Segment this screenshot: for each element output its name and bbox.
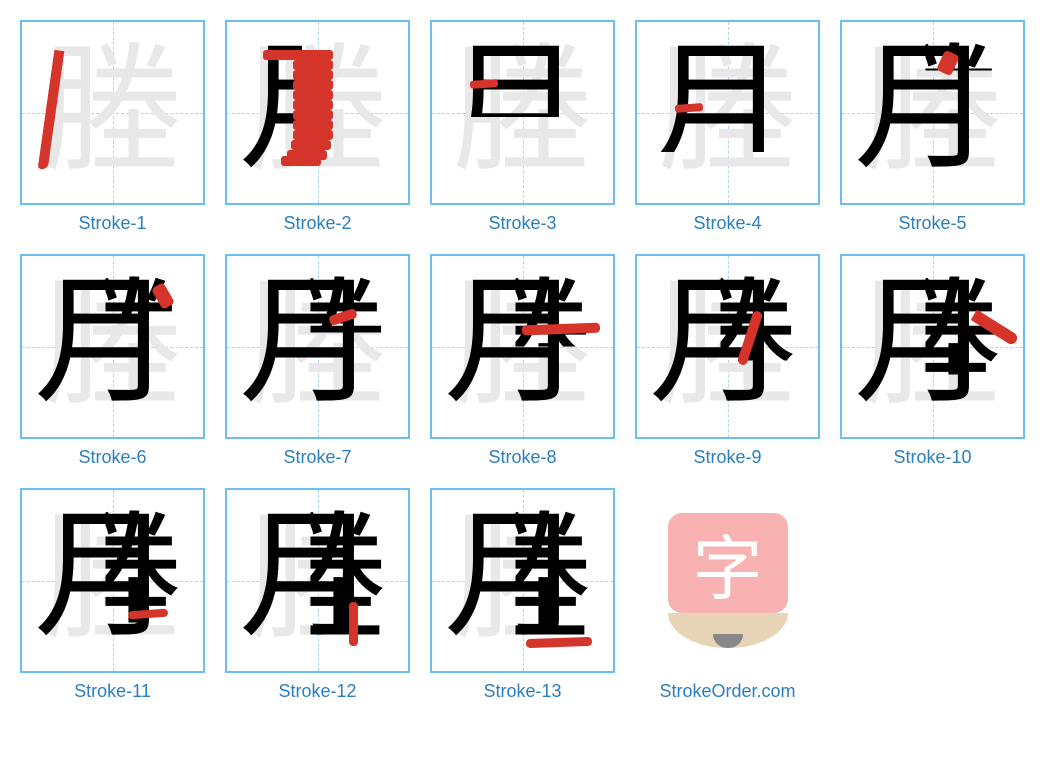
pencil-tip-icon: [668, 613, 788, 648]
stroke-tile: 塍月塍: [840, 20, 1025, 205]
current-stroke: [349, 602, 358, 646]
stroke-cell: 塍 Stroke-1: [20, 20, 205, 234]
stroke-caption: Stroke-5: [898, 213, 966, 234]
stroke-cell: 塍月塍 Stroke-12: [225, 488, 410, 702]
stroke-tile: 塍月塍: [225, 254, 410, 439]
site-label: StrokeOrder.com: [659, 681, 795, 702]
stroke-caption: Stroke-9: [693, 447, 761, 468]
stroke-grid: 塍Stroke-1塍月Stroke-2塍月Stroke-3塍月Stroke-4塍…: [20, 20, 1030, 702]
stroke-caption: Stroke-3: [488, 213, 556, 234]
stroke-tile: 塍月: [635, 20, 820, 205]
logo-tile: 字: [635, 488, 820, 673]
stroke-caption: Stroke-10: [893, 447, 971, 468]
stroke-tile: 塍: [20, 20, 205, 205]
stroke-caption: Stroke-12: [278, 681, 356, 702]
stroke-tile: 塍月塍: [20, 254, 205, 439]
stroke-caption: Stroke-1: [78, 213, 146, 234]
logo-box: 字: [668, 513, 788, 613]
stroke-cell: 塍月塍 Stroke-13: [430, 488, 615, 702]
stroke-cell: 塍月塍 Stroke-5: [840, 20, 1025, 234]
stroke-cell: 塍月 Stroke-4: [635, 20, 820, 234]
stroke-cell: 塍月塍 Stroke-8: [430, 254, 615, 468]
stroke-caption: Stroke-4: [693, 213, 761, 234]
stroke-tile: 塍月塍: [225, 488, 410, 673]
stroke-caption: Stroke-7: [283, 447, 351, 468]
stroke-tile: 塍月塍: [635, 254, 820, 439]
stroke-cell: 塍月塍 Stroke-9: [635, 254, 820, 468]
current-stroke: [263, 50, 303, 60]
stroke-cell: 塍月 Stroke-3: [430, 20, 615, 234]
stroke-cell: 塍月 Stroke-2: [225, 20, 410, 234]
stroke-cell: 塍月塍 Stroke-7: [225, 254, 410, 468]
stroke-tile: 塍月: [225, 20, 410, 205]
logo-cell: 字 StrokeOrder.com: [635, 488, 820, 702]
ghost-glyph: 塍: [42, 43, 182, 183]
stroke-caption: Stroke-2: [283, 213, 351, 234]
stroke-caption: Stroke-6: [78, 447, 146, 468]
stroke-caption: Stroke-13: [483, 681, 561, 702]
stroke-tile: 塍月塍: [20, 488, 205, 673]
stroke-caption: Stroke-8: [488, 447, 556, 468]
stroke-tile: 塍月: [430, 20, 615, 205]
stroke-tile: 塍月塍: [430, 254, 615, 439]
stroke-cell: 塍月塍 Stroke-6: [20, 254, 205, 468]
stroke-caption: Stroke-11: [74, 681, 151, 702]
stroke-tile: 塍月塍: [430, 488, 615, 673]
stroke-tile: 塍月塍: [840, 254, 1025, 439]
pencil-lead-icon: [713, 634, 743, 648]
stroke-cell: 塍月塍 Stroke-10: [840, 254, 1025, 468]
stroke-cell: 塍月塍 Stroke-11: [20, 488, 205, 702]
